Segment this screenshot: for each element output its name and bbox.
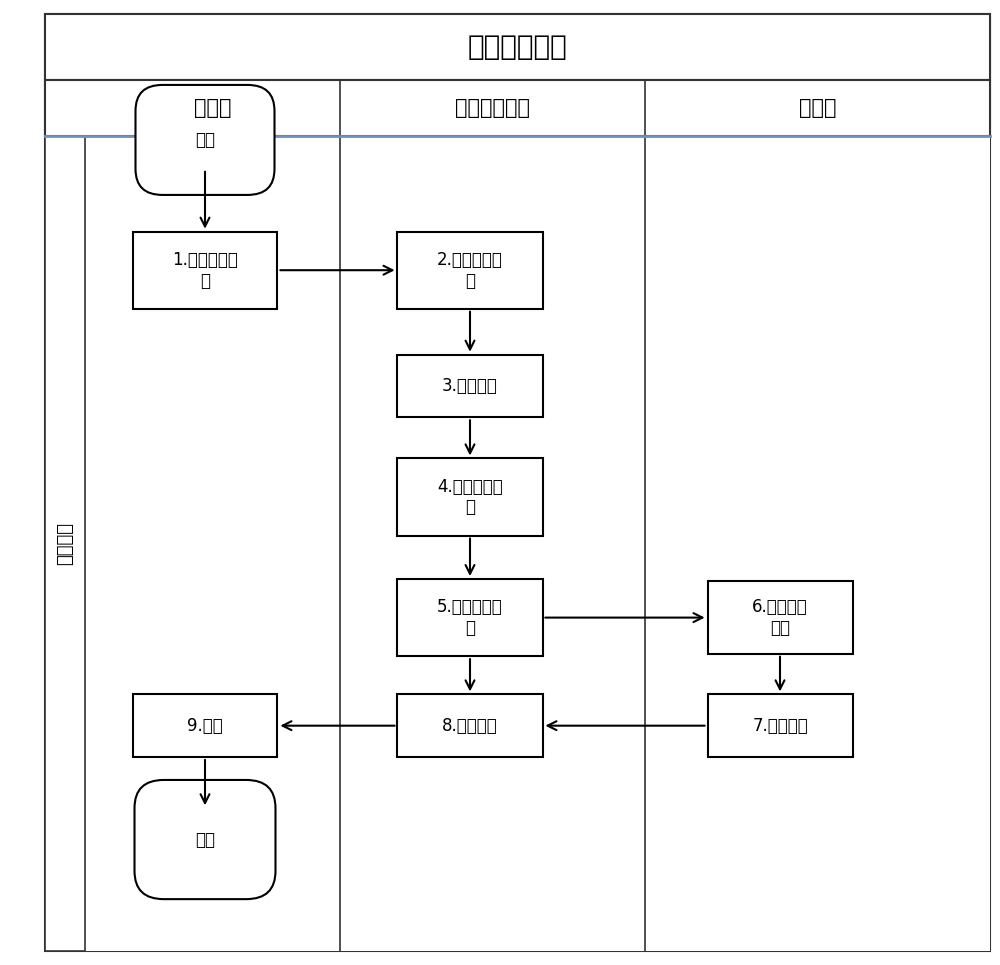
FancyBboxPatch shape (397, 354, 542, 417)
FancyBboxPatch shape (132, 232, 277, 309)
Text: 9.收款: 9.收款 (187, 717, 223, 734)
Bar (45, 14, 990, 80)
Text: 2.评估点位质
量: 2.评估点位质 量 (437, 251, 503, 290)
FancyBboxPatch shape (708, 581, 852, 654)
Text: 完成: 完成 (195, 831, 215, 848)
FancyBboxPatch shape (132, 695, 277, 757)
Text: 8.分账结算: 8.分账结算 (442, 717, 498, 734)
Text: 6.设备补货
销售: 6.设备补货 销售 (752, 598, 808, 637)
Text: 7.订单收款: 7.订单收款 (752, 717, 808, 734)
Bar (85, 136, 990, 951)
FancyBboxPatch shape (397, 458, 542, 536)
FancyBboxPatch shape (134, 780, 276, 899)
Text: 3.点位匹配: 3.点位匹配 (442, 377, 498, 395)
Bar (45, 136, 85, 951)
FancyBboxPatch shape (135, 85, 274, 195)
Text: 5.生成分账规
则: 5.生成分账规 则 (437, 598, 503, 637)
Text: 1.填写点位信
息: 1.填写点位信 息 (172, 251, 238, 290)
Text: 开始: 开始 (195, 131, 215, 149)
Text: 点位匹配流程: 点位匹配流程 (468, 33, 567, 62)
Bar (45, 80, 990, 136)
FancyBboxPatch shape (397, 232, 542, 309)
Text: 运营商: 运营商 (799, 98, 836, 118)
FancyBboxPatch shape (397, 695, 542, 757)
FancyBboxPatch shape (397, 579, 542, 656)
Text: 点位主: 点位主 (194, 98, 231, 118)
Text: 点位匹配: 点位匹配 (56, 522, 74, 565)
FancyBboxPatch shape (708, 695, 852, 757)
Text: 点位服务平台: 点位服务平台 (455, 98, 530, 118)
Text: 4.签署三方协
议: 4.签署三方协 议 (437, 478, 503, 516)
